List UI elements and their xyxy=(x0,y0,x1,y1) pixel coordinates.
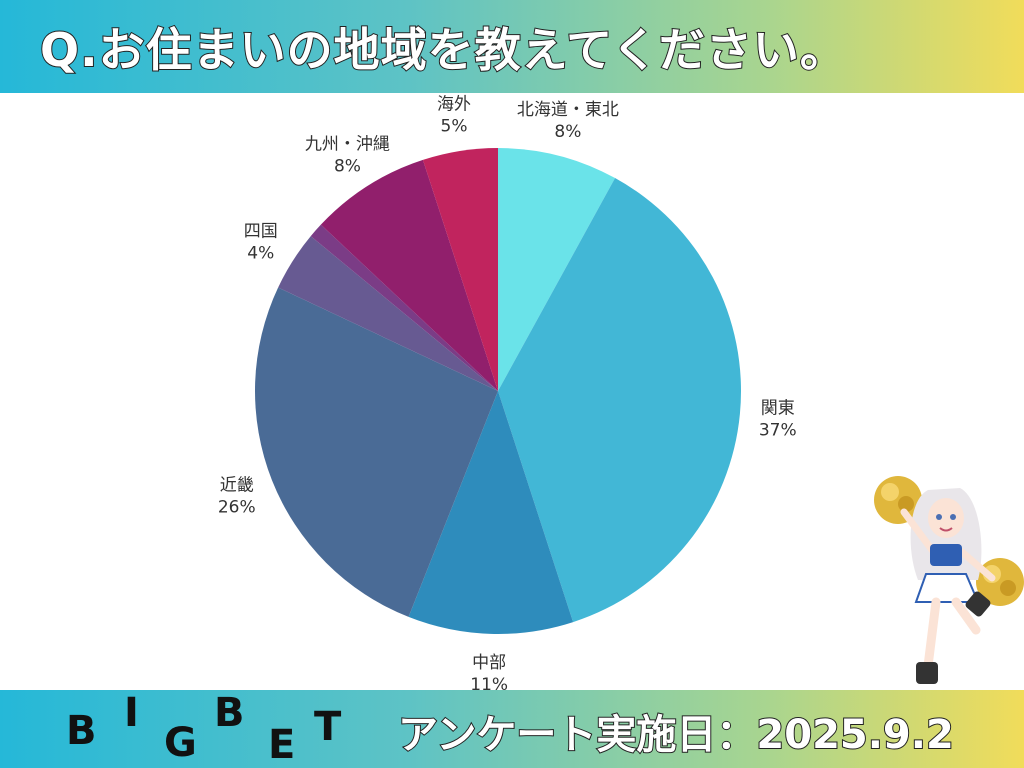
slice-value-label: 11% xyxy=(470,675,508,690)
pie-slice xyxy=(498,178,741,623)
slice-value-label: 4% xyxy=(247,243,274,263)
survey-date: アンケート実施日：2025.9.2 xyxy=(397,711,955,759)
pie-slice xyxy=(422,148,498,391)
slice-label: 関東 xyxy=(761,398,795,418)
cheerleader-mascot xyxy=(868,470,1024,690)
bigbet-logo: B I G B E T xyxy=(62,690,362,768)
pie-slice xyxy=(320,159,498,391)
logo-letter: B xyxy=(66,708,97,754)
slice-value-label: 26% xyxy=(218,497,256,517)
pie-slice xyxy=(278,236,498,391)
logo-letter: I xyxy=(124,690,139,736)
page-title: Q.お住まいの地域を教えてください。 xyxy=(39,22,847,78)
footer-banner: B I G B E T アンケート実施日：2025.9.2 xyxy=(0,690,1024,768)
slice-value-label: 8% xyxy=(554,122,581,142)
pie-slice xyxy=(408,391,574,634)
pie-slice xyxy=(498,148,616,391)
slice-label: 近畿 xyxy=(220,475,254,495)
header-banner: Q.お住まいの地域を教えてください。 xyxy=(0,0,1024,93)
slice-value-label: 8% xyxy=(334,157,361,177)
chart-area: 北海道・東北 8% 関東 37% 中部 11% 近畿 26% 四国 4% 九州・沖縄 8% 海外 5% xyxy=(0,93,1024,694)
logo-letter: B xyxy=(214,690,245,736)
logo-letter: T xyxy=(314,704,342,750)
slice-label: 北海道・東北 xyxy=(517,100,619,120)
slice-label: 四国 xyxy=(244,221,278,241)
pie-slice xyxy=(310,224,498,391)
logo-letter: E xyxy=(268,722,296,768)
slice-label: 中部 xyxy=(472,653,506,673)
slice-value-label: 5% xyxy=(441,116,468,136)
pompom-left-icon xyxy=(874,476,922,524)
pie-slice xyxy=(254,287,498,617)
logo-letter: G xyxy=(164,720,197,766)
slice-value-label: 37% xyxy=(759,420,797,440)
slice-label: 海外 xyxy=(437,94,471,114)
slice-label: 九州・沖縄 xyxy=(305,135,390,155)
